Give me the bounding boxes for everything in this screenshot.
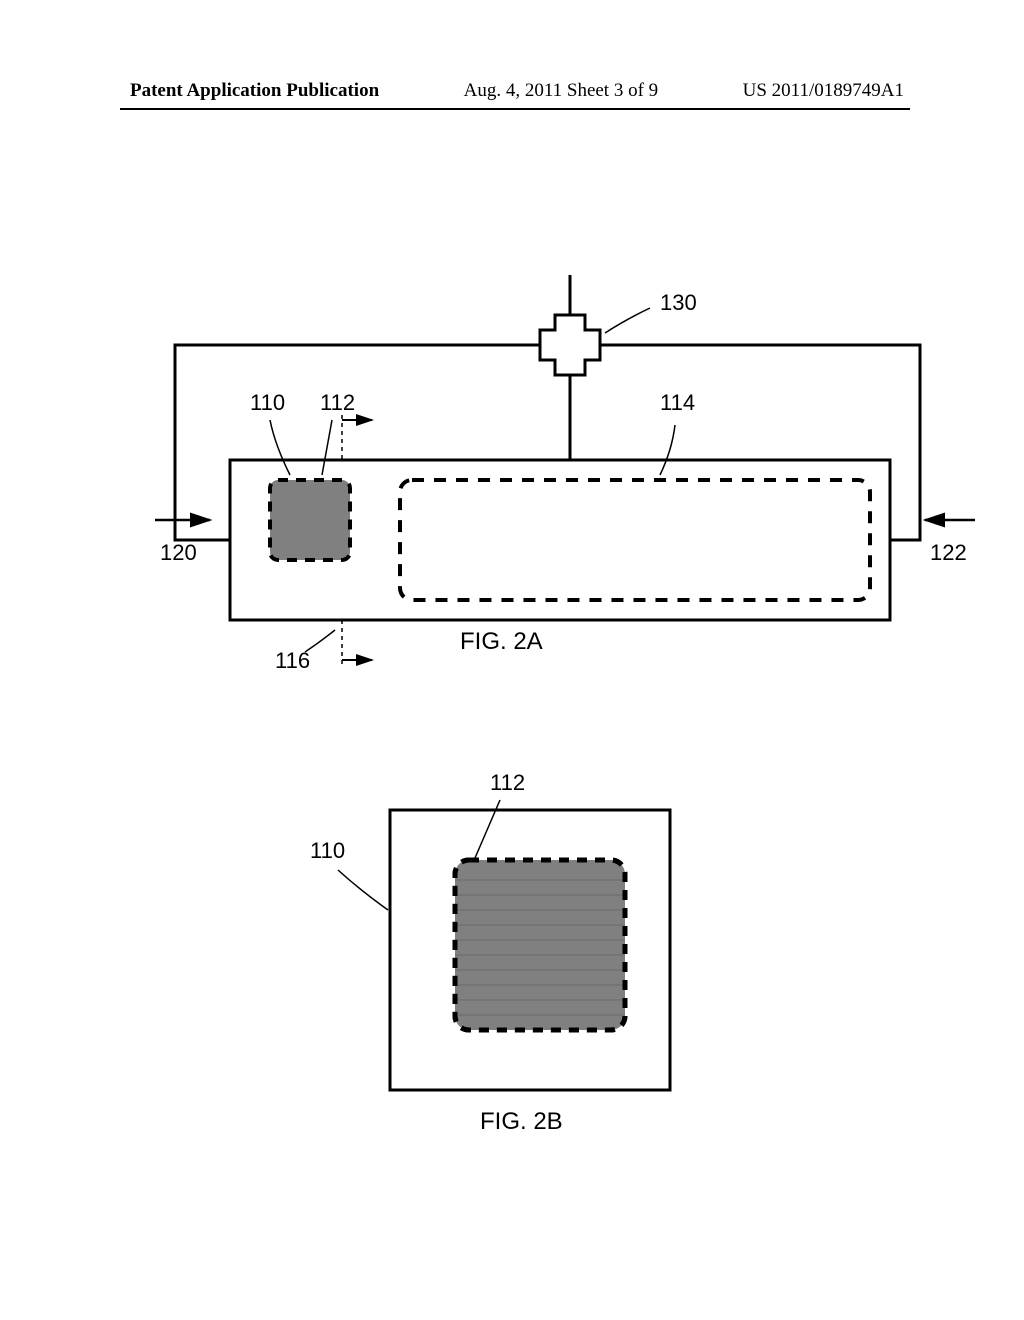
fig-2b bbox=[0, 0, 1024, 1205]
fig-2b-svg bbox=[0, 0, 1024, 1200]
inner-112 bbox=[455, 860, 625, 1030]
label-112b: 112 bbox=[490, 770, 525, 796]
leader-110b bbox=[338, 870, 388, 910]
label-110b: 110 bbox=[310, 838, 345, 864]
fig-2b-caption: FIG. 2B bbox=[480, 1108, 563, 1136]
